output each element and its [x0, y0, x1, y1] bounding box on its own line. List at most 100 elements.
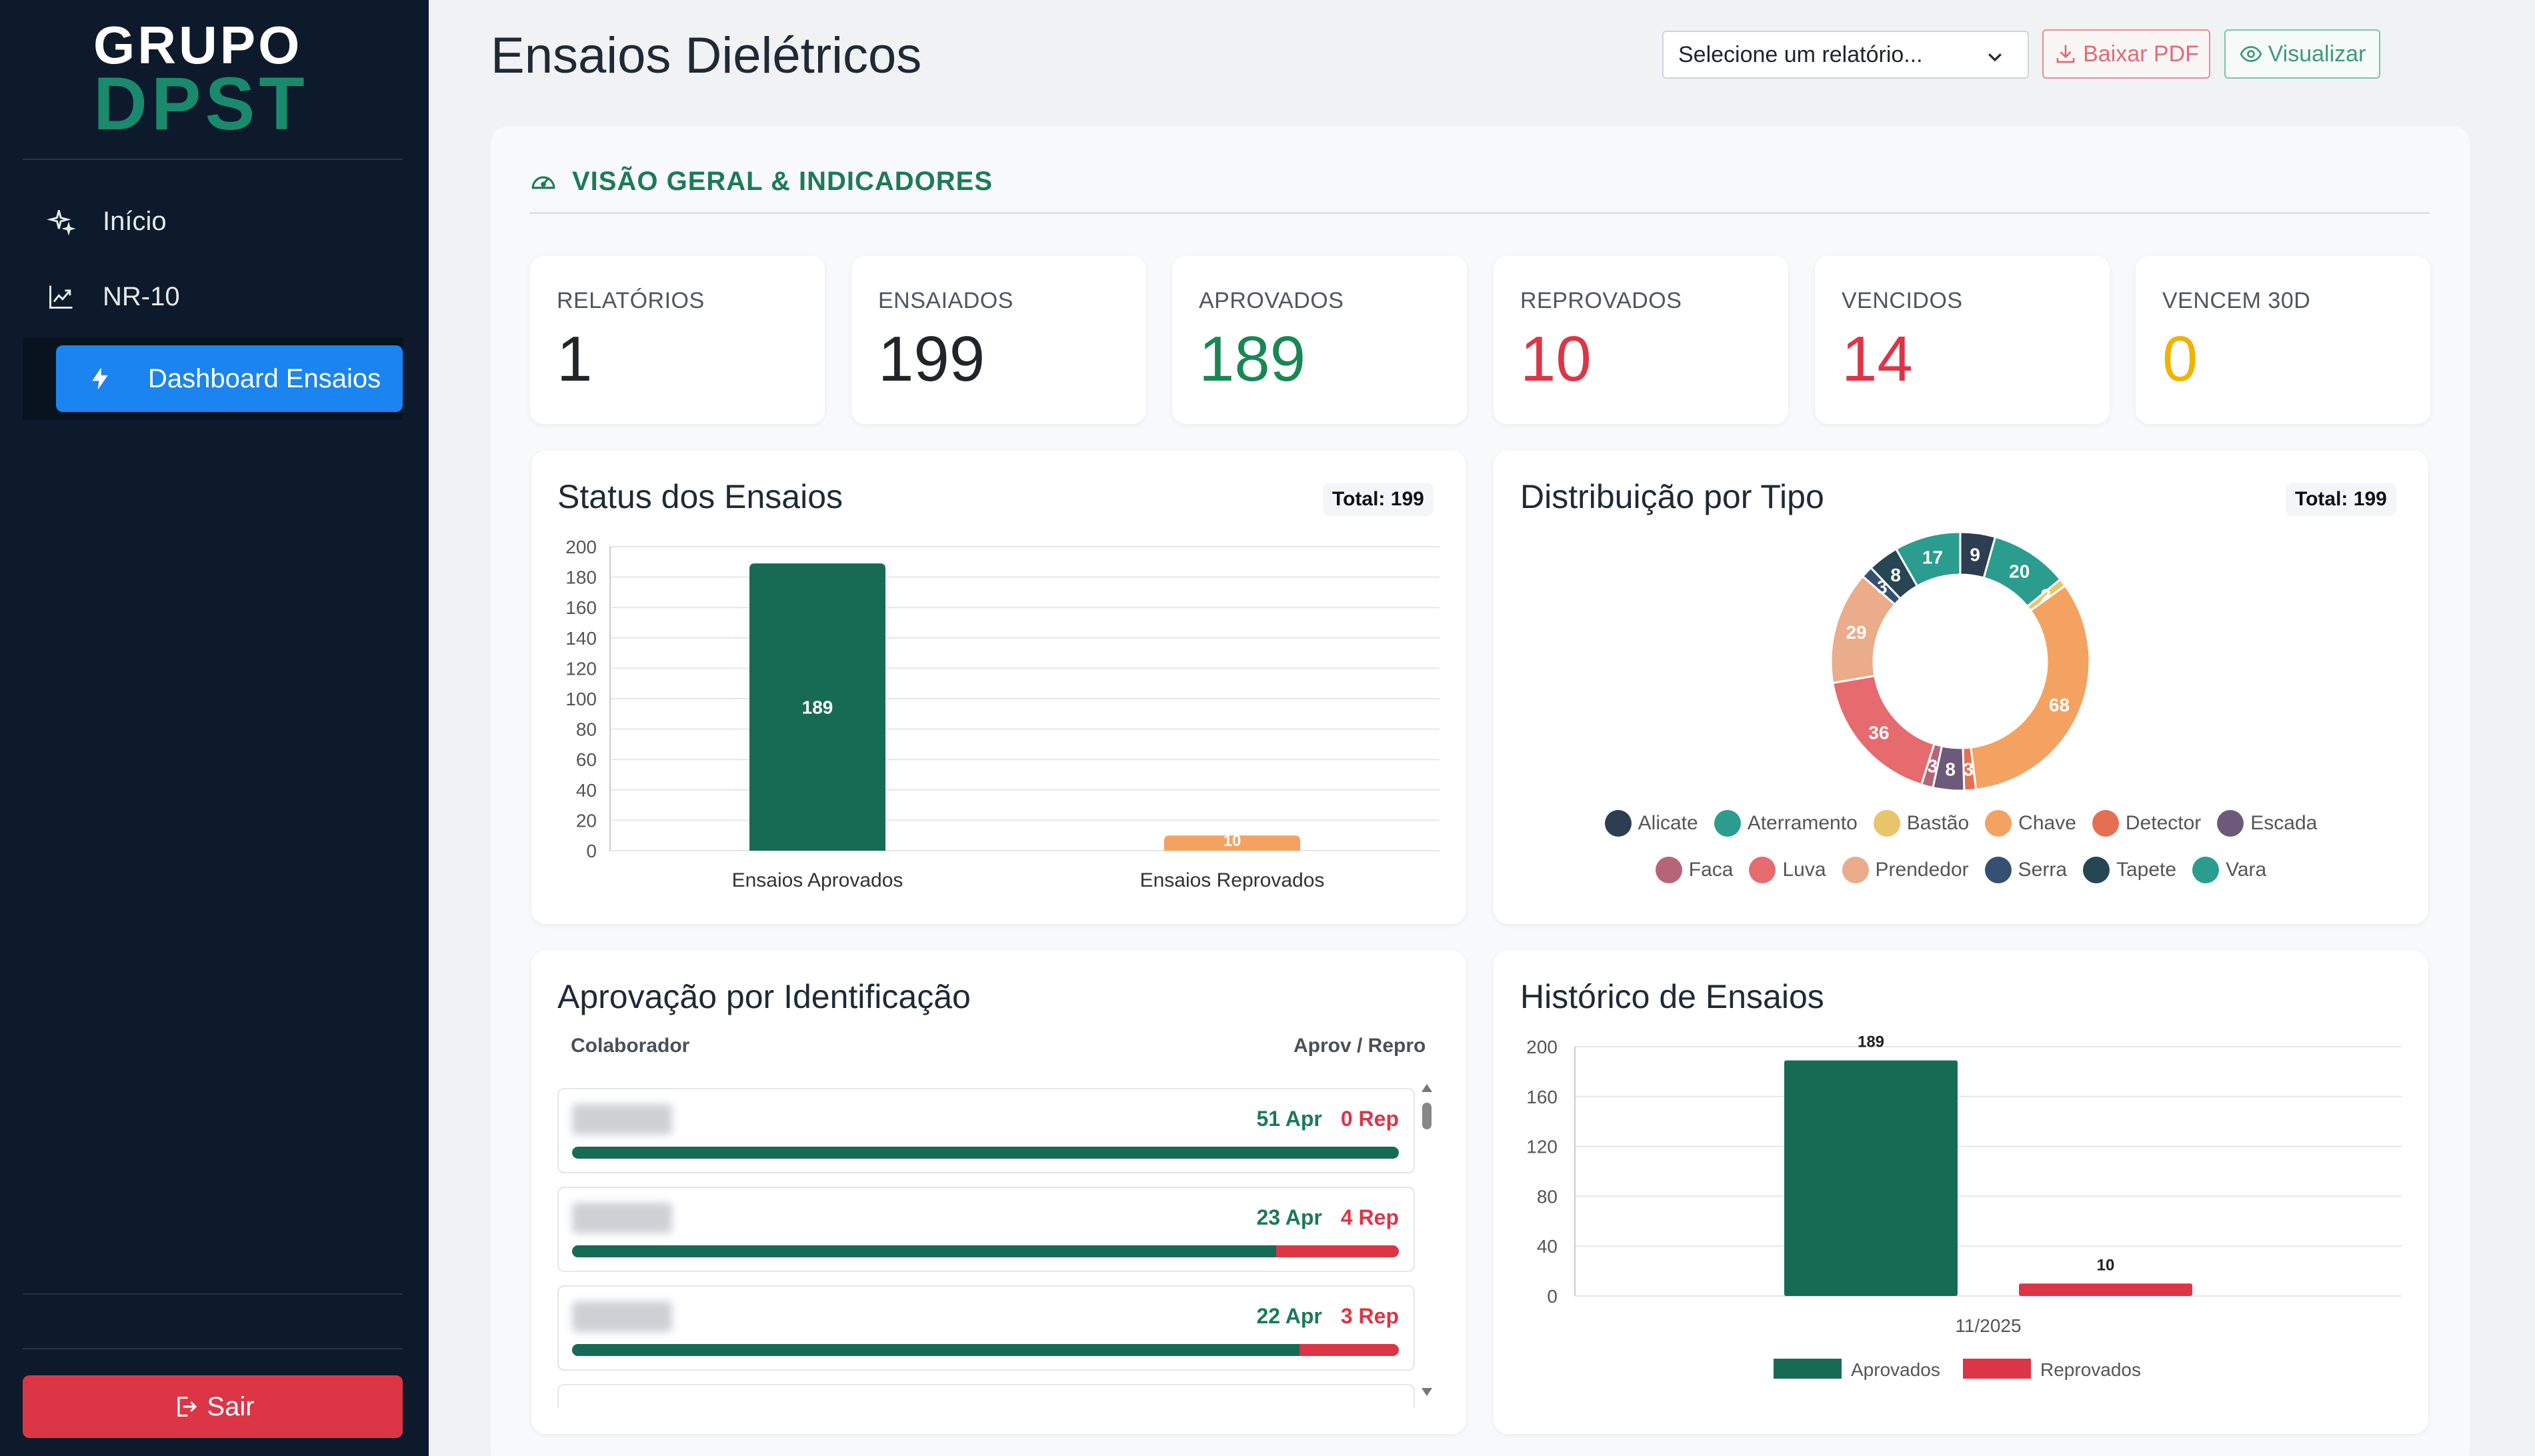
y-tick-label: 100 [565, 689, 597, 709]
scroll-down-arrow-icon[interactable] [1422, 1388, 1432, 1396]
y-tick-label: 0 [1547, 1286, 1558, 1307]
y-tick-label: 160 [565, 597, 597, 618]
rejected-count: 3 Rep [1340, 1304, 1399, 1328]
page-title: Ensaios Dielétricos [491, 27, 922, 84]
sidebar-item-nr10[interactable]: NR-10 [47, 270, 180, 323]
legend-item[interactable]: Aterramento [1714, 800, 1858, 847]
list-item[interactable] [557, 1384, 1415, 1408]
download-pdf-label: Baixar PDF [2083, 41, 2199, 67]
type-card-title: Distribuição por Tipo [1520, 478, 1824, 515]
bar [749, 563, 885, 851]
report-select[interactable]: Selecione um relatório... [1662, 31, 2029, 79]
legend-item[interactable]: Bastão [1873, 800, 1969, 847]
rejected-count: 4 Rep [1340, 1205, 1399, 1229]
sidebar-item-dashboard-ensaios[interactable]: Dashboard Ensaios [56, 345, 403, 412]
legend-swatch [1985, 810, 2012, 837]
sidebar-item-inicio[interactable]: Início [47, 195, 167, 248]
sparkles-icon [47, 207, 76, 236]
legend-swatch [2083, 857, 2110, 883]
slice-value-label: 3 [1964, 759, 1974, 780]
slice-value-label: 3 [1928, 756, 1938, 777]
list-item[interactable]: 22 Apr 3 Rep [557, 1285, 1415, 1371]
history-card [1494, 951, 2428, 1434]
y-tick-label: 40 [576, 780, 597, 801]
legend-item[interactable]: Faca [1655, 847, 1733, 893]
sidebar: GRUPO DPST Início NR-10 Dashboard Ensaio… [0, 0, 429, 1456]
list-item[interactable]: 51 Apr 0 Rep [557, 1088, 1415, 1173]
logo: GRUPO DPST [93, 19, 333, 141]
overview-title: VISÃO GERAL & INDICADORES [529, 167, 993, 197]
bar [1784, 1060, 1958, 1296]
kpi-value: 189 [1199, 323, 1306, 395]
logout-label: Sair [207, 1391, 255, 1421]
kpi-label: VENCIDOS [1842, 288, 1963, 313]
kpi-label: REPROVADOS [1520, 288, 1682, 313]
kpi-card-aprovados: APROVADOS 189 [1172, 256, 1467, 424]
scroll-thumb[interactable] [1422, 1103, 1432, 1129]
legend-item[interactable]: Chave [1985, 800, 2076, 847]
approved-count: 22 Apr [1256, 1304, 1322, 1328]
legend-label: Chave [2018, 812, 2076, 834]
kpi-label: RELATÓRIOS [557, 288, 705, 313]
legend-label: Vara [2226, 859, 2267, 881]
list-item[interactable]: 23 Apr 4 Rep [557, 1187, 1415, 1272]
legend-swatch [2092, 810, 2119, 837]
list-scrollbar[interactable] [1418, 1080, 1436, 1400]
legend-swatch [2192, 857, 2220, 883]
approval-bar-fill [572, 1147, 1399, 1159]
scroll-up-arrow-icon[interactable] [1422, 1084, 1432, 1092]
type-card [1494, 451, 2428, 924]
kpi-value: 199 [878, 323, 985, 395]
legend-item[interactable]: Tapete [2083, 847, 2176, 893]
bar [1164, 835, 1300, 851]
legend-label: Reprovados [2040, 1359, 2141, 1380]
legend-label: Aprovados [1851, 1359, 1940, 1380]
download-pdf-button[interactable]: Baixar PDF [2042, 29, 2210, 79]
view-button[interactable]: Visualizar [2224, 29, 2380, 79]
kpi-card-vencem-30d: VENCEM 30D 0 [2136, 256, 2430, 424]
y-tick-label: 20 [576, 810, 597, 831]
slice-value-label: 8 [1890, 565, 1901, 585]
legend-item[interactable]: Detector [2092, 800, 2201, 847]
sidebar-item-label: NR-10 [103, 281, 180, 311]
legend-label: Luva [1782, 859, 1826, 881]
legend-item[interactable]: Luva [1749, 847, 1826, 893]
legend-item[interactable]: Alicate [1604, 800, 1698, 847]
donut-slice [1970, 584, 2091, 791]
legend-label: Serra [2018, 859, 2067, 881]
status-card-title: Status dos Ensaios [557, 478, 843, 515]
approval-counts: 23 Apr 4 Rep [1256, 1205, 1399, 1230]
legend-swatch [1963, 1359, 2031, 1379]
kpi-value: 1 [557, 323, 593, 395]
logout-button[interactable]: Sair [23, 1375, 403, 1438]
collaborator-name-redacted [572, 1301, 672, 1332]
sidebar-divider [23, 1348, 403, 1349]
approval-bar [572, 1344, 1399, 1356]
kpi-card-ensaiados: ENSAIADOS 199 [851, 256, 1146, 424]
status-total-badge: Total: 199 [1323, 483, 1434, 516]
kpi-card-vencidos: VENCIDOS 14 [1815, 256, 2110, 424]
kpi-card-reprovados: REPROVADOS 10 [1494, 256, 1788, 424]
rejected-count: 0 Rep [1340, 1107, 1399, 1131]
legend-swatch [1604, 810, 1632, 837]
slice-value-label: 17 [1922, 547, 1943, 567]
y-tick-label: 180 [565, 567, 597, 588]
y-tick-label: 140 [565, 628, 597, 649]
approved-count: 51 Apr [1256, 1107, 1322, 1131]
legend-item[interactable]: Vara [2192, 847, 2266, 893]
slice-value-label: 20 [2009, 561, 2030, 581]
sidebar-item-label: Dashboard Ensaios [148, 363, 381, 393]
legend-item[interactable]: Escada [2217, 800, 2317, 847]
status-card [531, 451, 1466, 924]
approval-bar [572, 1147, 1399, 1159]
y-tick-label: 80 [576, 719, 597, 740]
collaborator-name-redacted [572, 1203, 672, 1233]
y-tick-label: 160 [1526, 1087, 1558, 1107]
logout-icon [177, 1397, 197, 1417]
download-icon [2056, 45, 2075, 63]
legend-swatch [1873, 810, 1900, 837]
legend-item[interactable]: Prendedor [1842, 847, 1969, 893]
legend-item[interactable]: Serra [1984, 847, 2067, 893]
sidebar-divider [23, 159, 403, 160]
